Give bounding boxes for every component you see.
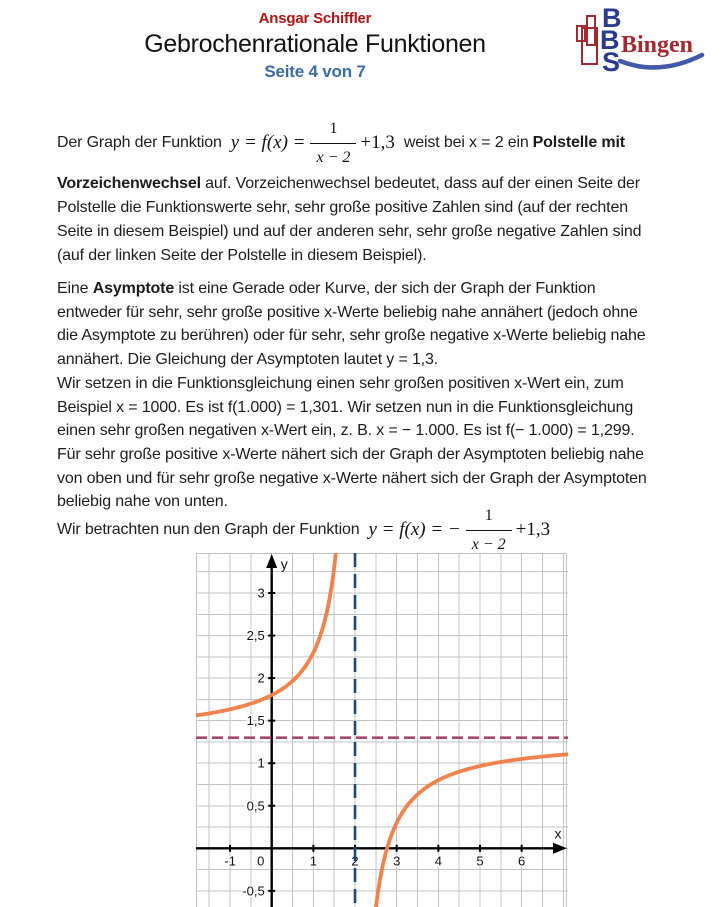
- formula2-rhs: +1,3: [515, 519, 551, 541]
- logo-letter-s: S: [602, 47, 620, 77]
- logo-swoosh: [617, 52, 705, 70]
- y-tick-label: 1: [257, 756, 264, 771]
- function-curve: [196, 553, 338, 718]
- paragraph-betrachten: Wir betrachten nun den Graph der Funktio…: [57, 505, 559, 555]
- paragraph-polstelle: Der Graph der Funktion y = f(x) = 1 x − …: [57, 117, 642, 267]
- logo-name: Bingen: [621, 32, 693, 58]
- formula2-lhs: y = f(x) = −: [368, 519, 461, 541]
- x-tick-label: 3: [393, 853, 400, 868]
- p1-text-mid: weist bei x = 2 ein: [403, 134, 529, 152]
- formula2-numerator: 1: [465, 504, 512, 531]
- p1-lines: Vorzeichenwechsel auf. Vorzeichenwechsel…: [57, 172, 642, 267]
- text-line: annähert. Die Gleichung der Asymptoten l…: [57, 351, 439, 369]
- logo-graphic: B B S Bingen: [576, 3, 705, 77]
- formula-function-2: y = f(x) = − 1 x − 2 +1,3: [368, 504, 550, 556]
- x-tick-label: 4: [435, 853, 442, 868]
- x-tick-label: 5: [476, 853, 483, 868]
- text-line-with-formula: Der Graph der Funktion y = f(x) = 1 x − …: [57, 117, 641, 169]
- y-tick-label: 2: [257, 671, 264, 686]
- logo-letter-b2: B: [600, 25, 620, 55]
- p1-text-bold: Polstelle mit: [532, 134, 625, 152]
- x-tick-label: -1: [224, 853, 236, 868]
- formula-function-1: y = f(x) = 1 x − 2 +1,3: [231, 117, 395, 169]
- building-icon: [576, 15, 598, 65]
- text-line: Vorzeichenwechsel auf. Vorzeichenwechsel…: [57, 175, 640, 193]
- text-line: Eine Asymptote ist eine Gerade oder Kurv…: [57, 280, 596, 297]
- formula1-lhs: y = f(x) =: [230, 132, 306, 154]
- formula2-fraction: 1 x − 2: [465, 504, 512, 556]
- formula1-denominator: x − 2: [316, 148, 351, 166]
- text-line: Seite in diesem Beispiel) und auf der an…: [57, 222, 642, 240]
- text-line: die Asymptote zu berühren) oder für sehr…: [57, 327, 646, 345]
- y-tick-label: 1,5: [247, 713, 265, 728]
- x-axis-label: x: [555, 825, 562, 841]
- logo-letter-b1: B: [602, 3, 622, 33]
- y-tick-label: -0,5: [242, 883, 264, 898]
- paragraph-asymptote: Eine Asymptote ist eine Gerade oder Kurv…: [57, 277, 647, 514]
- y-tick-label: 2,5: [247, 628, 265, 643]
- bbs-bingen-logo: B B S Bingen: [568, 2, 713, 80]
- y-axis-arrow: [266, 554, 278, 568]
- formula2-denominator: x − 2: [471, 535, 506, 553]
- p1-text-pre: Der Graph der Funktion: [57, 134, 222, 152]
- formula1-fraction: 1 x − 2: [310, 117, 357, 169]
- formula1-rhs: +1,3: [360, 132, 395, 154]
- text-line: entweder für sehr, sehr große positive x…: [57, 303, 638, 321]
- x-tick-label: 1: [310, 853, 317, 868]
- function-curve: [374, 752, 568, 907]
- header: Ansgar Schiffler Gebrochenrationale Funk…: [0, 0, 630, 82]
- y-tick-label: 0,5: [247, 798, 265, 813]
- page-number: Seite 4 von 7: [264, 62, 366, 81]
- page-title: Gebrochenrationale Funktionen: [144, 30, 486, 58]
- text-line: Polstelle die Funktionswerte sehr, sehr …: [57, 199, 628, 217]
- x-tick-label: 6: [518, 853, 525, 868]
- text-line: Beispiel x = 1000. Es ist f(1.000) = 1,3…: [57, 398, 634, 416]
- p3-text-pre: Wir betrachten nun den Graph der Funktio…: [57, 521, 360, 539]
- text-line: beliebig nahe von unten.: [57, 493, 228, 511]
- y-axis-label: y: [281, 556, 288, 572]
- text-line: von oben und für sehr große negative x-W…: [57, 469, 647, 487]
- text-line: (auf der linken Seite der Polstelle in d…: [57, 246, 427, 264]
- text-line: Wir setzen in die Funktionsgleichung ein…: [57, 374, 624, 392]
- x-axis-arrow: [553, 842, 567, 854]
- x-tick-label: 0: [257, 853, 264, 868]
- author-name: Ansgar Schiffler: [258, 10, 372, 27]
- text-line: Für sehr große positive x-Werte nähert s…: [57, 445, 644, 463]
- grid-border: [196, 553, 567, 907]
- formula1-numerator: 1: [310, 117, 357, 144]
- y-tick-label: 3: [257, 586, 264, 601]
- text-line: einen sehr großen negativen x-Wert ein, …: [57, 422, 635, 440]
